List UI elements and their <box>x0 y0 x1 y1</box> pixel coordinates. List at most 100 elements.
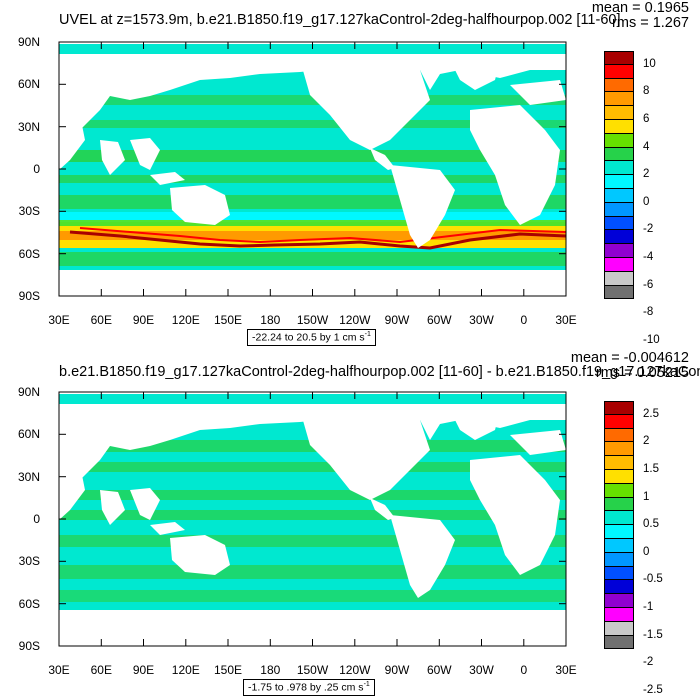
y-tick-label: 30N <box>18 470 40 484</box>
y-tick-label: 90N <box>18 385 40 399</box>
x-tick-label: 30E <box>555 313 576 327</box>
x-tick-label: 60E <box>91 313 112 327</box>
colorbar-box <box>604 106 634 120</box>
colorbar-box <box>604 244 634 258</box>
x-tick-label: 120W <box>339 663 371 677</box>
x-tick-label: 30W <box>469 663 494 677</box>
colorbar-box <box>604 119 634 134</box>
x-tick-labels-top: 30E 60E 90E 120E 150E 180 150W 120W 90W … <box>48 313 576 327</box>
colorbar-label: -0.5 <box>643 573 663 586</box>
x-tick-label: 60W <box>427 313 452 327</box>
x-tick-label: 120E <box>172 313 200 327</box>
rms-stat: rms = 0.05215 <box>595 365 689 381</box>
rms-stat: rms = 1.267 <box>612 15 689 31</box>
y-tick-labels-top: 90N 60N 30N 0 30S 60S 90S <box>18 35 40 303</box>
colorbar-box <box>604 607 634 622</box>
colorbar-label: 0 <box>643 545 650 558</box>
colorbar-label: 4 <box>643 140 650 153</box>
x-tick-label: 60W <box>427 663 452 677</box>
x-tick-label: 150E <box>214 663 242 677</box>
y-tick-label: 90S <box>19 639 40 653</box>
colorbar-box <box>604 442 634 457</box>
colorbar-label: -1.5 <box>643 628 663 641</box>
colorbar-label: 1.5 <box>643 463 659 475</box>
x-tick-label: 90E <box>133 313 154 327</box>
colorbar-label: -10 <box>643 333 660 346</box>
x-tick-label: 120E <box>172 663 200 677</box>
colorbar-label: 0.5 <box>643 518 659 531</box>
range-text: -22.24 to 20.5 by 1 cm s <box>252 331 365 344</box>
colorbar <box>604 51 634 300</box>
x-tick-label: 180 <box>260 313 280 327</box>
x-tick-label: 150W <box>297 663 329 677</box>
colorbar-box <box>604 161 634 176</box>
colorbar-box <box>604 147 634 162</box>
x-tick-label: 180 <box>260 663 280 677</box>
ocean-field <box>59 44 566 270</box>
colorbar-box <box>604 285 634 300</box>
x-tick-labels-bottom: 30E 60E 90E 120E 150E 180 150W 120W 90W … <box>48 663 576 677</box>
range-exponent: -1 <box>363 681 370 688</box>
colorbar-label: -8 <box>643 306 654 319</box>
y-axis-ticks-top <box>59 41 566 297</box>
mean-stat: mean = -0.004612 <box>570 350 689 366</box>
y-tick-label: 30S <box>19 554 40 568</box>
y-tick-label: 30N <box>18 120 40 134</box>
panel-title: UVEL at z=1573.9m, b.e21.B1850.f19_g17.1… <box>59 12 621 28</box>
x-tick-label: 30W <box>469 313 494 327</box>
x-tick-label: 60E <box>91 663 112 677</box>
colorbar-label: 1 <box>643 490 650 503</box>
y-tick-label: 60S <box>19 597 40 611</box>
x-tick-label: 0 <box>520 663 527 677</box>
colorbar-box <box>604 635 634 650</box>
top-panel: 90N 60N 30N 0 30S 60S 90S <box>18 0 689 346</box>
colorbar-box <box>604 414 634 429</box>
colorbar-box <box>604 51 634 65</box>
colorbar-label: 2 <box>643 435 650 448</box>
colorbar <box>604 401 634 650</box>
colorbar-box <box>604 538 634 553</box>
x-tick-label: 30E <box>555 663 576 677</box>
colorbar-box <box>604 401 634 415</box>
colorbar-box <box>604 594 634 608</box>
y-tick-label: 60N <box>18 427 40 441</box>
x-tick-label: 90W <box>385 313 410 327</box>
y-tick-label: 0 <box>33 512 40 526</box>
colorbar-box <box>604 271 634 286</box>
x-axis-ticks-bottom <box>58 392 567 646</box>
colorbar-box <box>604 469 634 484</box>
colorbar-box <box>604 230 634 245</box>
colorbar-box <box>604 580 634 595</box>
colorbar-box <box>604 92 634 107</box>
y-tick-label: 30S <box>19 204 40 218</box>
colorbar-label: 2.5 <box>643 407 659 420</box>
colorbar-box <box>604 78 634 93</box>
colorbar-box <box>604 497 634 512</box>
colorbar-box <box>604 133 634 148</box>
contour-range-label: -1.75 to .978 by .25 cm s-1 <box>243 679 375 696</box>
panel-title: b.e21.B1850.f19_g17.127kaControl-2deg-ha… <box>59 364 700 380</box>
x-tick-label: 150E <box>214 313 242 327</box>
map-plot-top: 90N 60N 30N 0 30S 60S 90S <box>18 35 577 327</box>
colorbar-box <box>604 511 634 526</box>
colorbar-box <box>604 483 634 498</box>
colorbar-label: -2 <box>643 656 654 669</box>
x-tick-label: 150W <box>297 313 329 327</box>
y-tick-label: 60S <box>19 247 40 261</box>
bottom-panel: 90N 60N 30N 0 30S 60S 90S <box>0 350 700 700</box>
colorbar-label: -2.5 <box>643 683 663 696</box>
x-tick-label: 30E <box>48 313 69 327</box>
x-tick-label: 90E <box>133 663 154 677</box>
colorbar-box <box>604 456 634 470</box>
y-tick-label: 90S <box>19 289 40 303</box>
colorbar-label: 6 <box>643 113 650 125</box>
colorbar-label: 10 <box>643 57 656 70</box>
y-tick-labels-bottom: 90N 60N 30N 0 30S 60S 90S <box>18 385 40 653</box>
colorbar-label: 8 <box>643 85 650 98</box>
colorbar-box <box>604 552 634 567</box>
map-plot-bottom: 90N 60N 30N 0 30S 60S 90S <box>18 385 577 677</box>
y-axis-ticks-bottom <box>59 391 566 647</box>
x-tick-label: 90W <box>385 663 410 677</box>
colorbar-box <box>604 202 634 217</box>
y-tick-label: 0 <box>33 162 40 176</box>
